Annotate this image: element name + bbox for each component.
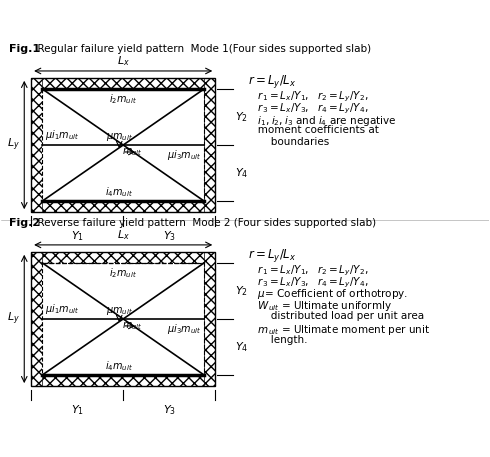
Text: moment coefficients at: moment coefficients at <box>248 125 379 135</box>
Text: $i_1, i_2, i_3$ and $i_4$ are negative: $i_1, i_2, i_3$ and $i_4$ are negative <box>248 113 396 128</box>
Text: $r = L_y/L_x$: $r = L_y/L_x$ <box>248 247 296 264</box>
Text: $Y_3$: $Y_3$ <box>163 403 176 417</box>
Bar <box>42 89 204 201</box>
Bar <box>204 78 215 212</box>
Text: $\mu i_3 m_{ult}$: $\mu i_3 m_{ult}$ <box>167 148 201 162</box>
Text: $L_y$: $L_y$ <box>7 311 20 327</box>
Text: length.: length. <box>248 335 308 345</box>
Text: $\mu i_3 m_{ult}$: $\mu i_3 m_{ult}$ <box>167 322 201 336</box>
Text: $W_{ult}$ = Ultimate uniformly: $W_{ult}$ = Ultimate uniformly <box>248 299 392 314</box>
Text: $L_y$: $L_y$ <box>7 137 20 153</box>
Text: $\mu i_1 m_{ult}$: $\mu i_1 m_{ult}$ <box>45 302 79 316</box>
Text: $Y_4$: $Y_4$ <box>235 340 248 354</box>
Text: $m_{ult}$: $m_{ult}$ <box>122 320 143 332</box>
Text: $Y_4$: $Y_4$ <box>235 166 248 180</box>
Text: $\mu m_{ult}$: $\mu m_{ult}$ <box>106 305 133 317</box>
Text: Fig.2: Fig.2 <box>9 218 41 228</box>
Text: Fig.1: Fig.1 <box>9 44 41 54</box>
Text: $Y_1$: $Y_1$ <box>71 403 84 417</box>
Text: $\mu$= Coefficient of orthotropy.: $\mu$= Coefficient of orthotropy. <box>248 287 408 302</box>
Text: boundaries: boundaries <box>248 138 329 147</box>
Bar <box>31 201 215 212</box>
Bar <box>31 252 215 386</box>
Text: $r = L_y/L_x$: $r = L_y/L_x$ <box>248 73 296 90</box>
Bar <box>31 375 215 386</box>
Bar <box>42 263 204 375</box>
Text: $Y_3$: $Y_3$ <box>163 229 176 243</box>
Text: distributed load per unit area: distributed load per unit area <box>248 311 424 321</box>
Bar <box>42 89 204 201</box>
Text: $L_x$: $L_x$ <box>117 228 130 242</box>
Text: $i_2m_{ult}$: $i_2m_{ult}$ <box>109 92 137 106</box>
Bar <box>31 252 215 263</box>
Bar <box>42 263 204 375</box>
Text: $i_2m_{ult}$: $i_2m_{ult}$ <box>109 266 137 280</box>
Text: Reverse failure yield pattern  Mode 2 (Four sides supported slab): Reverse failure yield pattern Mode 2 (Fo… <box>31 218 376 228</box>
Bar <box>31 78 215 212</box>
Bar <box>31 78 215 89</box>
Text: $r_3= L_x/Y_3,\ \ r_4 = L_y/Y_4,$: $r_3= L_x/Y_3,\ \ r_4 = L_y/Y_4,$ <box>248 101 368 116</box>
Text: $Y_1$: $Y_1$ <box>71 229 84 243</box>
Text: $m_{ult}$ = Ultimate moment per unit: $m_{ult}$ = Ultimate moment per unit <box>248 323 430 337</box>
Text: $i_4 m_{ult}$: $i_4 m_{ult}$ <box>105 359 133 373</box>
Text: Regular failure yield pattern  Mode 1(Four sides supported slab): Regular failure yield pattern Mode 1(Fou… <box>31 44 371 54</box>
Bar <box>204 252 215 386</box>
Text: $\mu m_{ult}$: $\mu m_{ult}$ <box>106 131 133 143</box>
Bar <box>31 78 42 212</box>
Bar <box>31 252 42 386</box>
Text: $m_{ult}$: $m_{ult}$ <box>122 146 143 158</box>
Text: $r_3= L_x/Y_3,\ \ r_4 = L_y/Y_4,$: $r_3= L_x/Y_3,\ \ r_4 = L_y/Y_4,$ <box>248 276 368 290</box>
Text: $L_x$: $L_x$ <box>117 54 130 68</box>
Text: $i_4 m_{ult}$: $i_4 m_{ult}$ <box>105 186 133 199</box>
Text: $r_1= L_x/Y_1,\ \ r_2 = L_y/Y_2,$: $r_1= L_x/Y_1,\ \ r_2 = L_y/Y_2,$ <box>248 264 368 278</box>
Text: $r_1= L_x/Y_1,\ \ r_2 = L_y/Y_2,$: $r_1= L_x/Y_1,\ \ r_2 = L_y/Y_2,$ <box>248 90 368 104</box>
Text: $\mu i_1 m_{ult}$: $\mu i_1 m_{ult}$ <box>45 128 79 142</box>
Text: $Y_2$: $Y_2$ <box>235 284 248 298</box>
Text: $Y_2$: $Y_2$ <box>235 110 248 124</box>
